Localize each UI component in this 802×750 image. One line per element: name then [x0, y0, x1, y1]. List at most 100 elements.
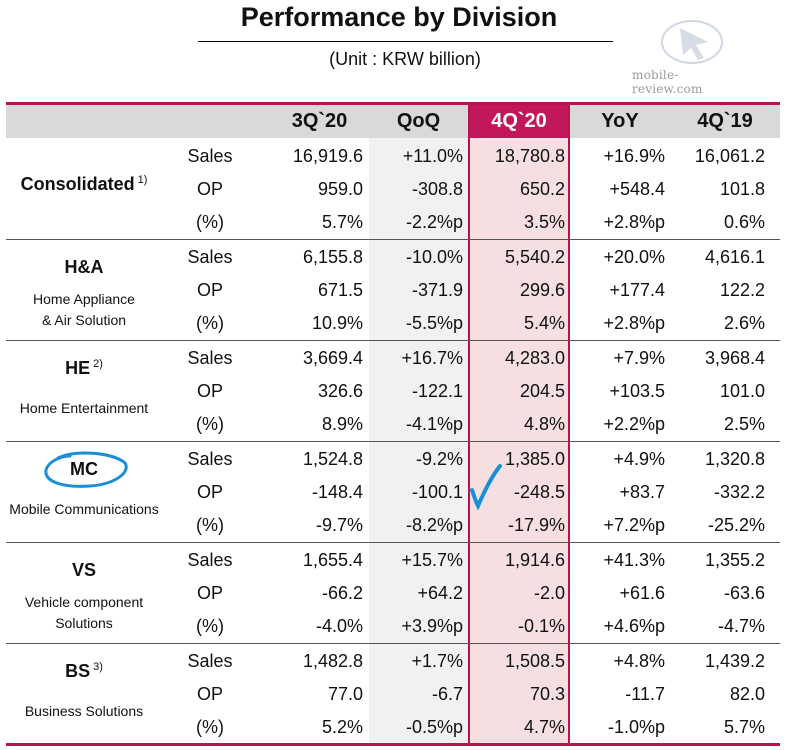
table-cell: -6.7 — [431, 684, 463, 704]
unit-label: (Unit : KRW billion) — [329, 49, 481, 69]
table-cell: 16,061.2 — [694, 146, 765, 166]
table-cell: -122.1 — [411, 381, 463, 401]
division-name-text: Consolidated — [20, 174, 135, 194]
table-cell: -100.1 — [411, 482, 463, 502]
table-cell: 1,914.6 — [504, 550, 565, 570]
table-cell: 299.6 — [519, 280, 565, 300]
division-description: Solutions — [55, 615, 113, 631]
table-cell: -2.0 — [533, 583, 565, 603]
division-name: HE 2) — [6, 358, 162, 379]
header-row — [6, 105, 780, 138]
table-cell: -4.0% — [315, 616, 363, 636]
table-cell: 1,320.8 — [704, 449, 765, 469]
table-cell: 1,482.8 — [302, 651, 363, 671]
table-cell: -9.7% — [315, 515, 363, 535]
table-cell: 1,508.5 — [504, 651, 565, 671]
metric-label: (%) — [196, 313, 224, 333]
table-cell: -332.2 — [713, 482, 765, 502]
table-cell: 6,155.8 — [302, 247, 363, 267]
table-cell: -1.0%p — [607, 717, 665, 737]
table-cell: -148.4 — [311, 482, 363, 502]
table-cell: 122.2 — [719, 280, 765, 300]
table-cell: 16,919.6 — [292, 146, 363, 166]
table-cell: +2.8%p — [603, 313, 665, 333]
table-cell: -0.5%p — [405, 717, 463, 737]
division-name: MC — [6, 459, 162, 480]
metric-label: (%) — [196, 212, 224, 232]
table-cell: 0.6% — [723, 212, 765, 232]
division-separator — [6, 441, 780, 442]
table-cell: -63.6 — [723, 583, 765, 603]
table-cell: -11.7 — [625, 684, 665, 704]
division-name-text: VS — [71, 560, 96, 580]
table-cell: +7.9% — [613, 348, 665, 368]
table-cell: +548.4 — [609, 179, 665, 199]
table-cell: 1,524.8 — [302, 449, 363, 469]
table-cell: +83.7 — [619, 482, 665, 502]
division-name-text: H&A — [64, 257, 104, 277]
hand-drawn-circle-annotation — [44, 451, 128, 488]
table-cell: +3.9%p — [401, 616, 463, 636]
table-cell: 3.5% — [523, 212, 565, 232]
table-cell: 671.5 — [317, 280, 363, 300]
division-name: BS 3) — [6, 661, 162, 682]
metric-label: OP — [196, 482, 223, 502]
table-cell: 82.0 — [729, 684, 765, 704]
table-cell: 204.5 — [519, 381, 565, 401]
division-description: Mobile Communications — [9, 501, 159, 517]
table-cell: 1,385.0 — [504, 449, 565, 469]
table-cell: -371.9 — [411, 280, 463, 300]
metric-label: OP — [196, 684, 223, 704]
table-cell: 4.8% — [523, 414, 565, 434]
table-cell: 5,540.2 — [504, 247, 565, 267]
table-cell: 2.5% — [723, 414, 765, 434]
col-header-qoq: QoQ — [396, 110, 441, 132]
table-cell: 959.0 — [317, 179, 363, 199]
metric-label: Sales — [187, 651, 233, 671]
highlight-header-4q20 — [470, 105, 568, 138]
table-cell: 70.3 — [529, 684, 565, 704]
table-cell: +41.3% — [603, 550, 665, 570]
table-cell: +16.7% — [401, 348, 463, 368]
col-header-4q20: 4Q`20 — [491, 110, 547, 132]
col-header-yoy: YoY — [601, 110, 639, 132]
division-name-text: HE — [65, 358, 91, 378]
metric-label: OP — [196, 280, 223, 300]
table-cell: 4,616.1 — [704, 247, 765, 267]
metric-label: Sales — [187, 550, 233, 570]
table-cell: 18,780.8 — [494, 146, 565, 166]
footnote-marker: 2) — [93, 358, 103, 370]
table-cell: 5.4% — [523, 313, 565, 333]
table-cell: 5.7% — [321, 212, 363, 232]
table-cell: 1,439.2 — [704, 651, 765, 671]
table-cell: 101.0 — [719, 381, 765, 401]
division-description: Home Entertainment — [19, 400, 149, 416]
table-cell: -5.5%p — [405, 313, 463, 333]
table-cell: -4.7% — [717, 616, 765, 636]
division-separator — [6, 542, 780, 543]
check-mark-annotation — [470, 464, 502, 510]
division-name: H&A — [6, 257, 162, 278]
division-description: Vehicle component — [24, 594, 144, 610]
table-cell: -17.9% — [507, 515, 565, 535]
watermark-text: mobile-review.com — [632, 68, 703, 96]
metric-label: OP — [196, 583, 223, 603]
title-underline — [198, 41, 613, 42]
division-separator — [6, 340, 780, 341]
table-cell: 4.7% — [523, 717, 565, 737]
table-cell: -25.2% — [707, 515, 765, 535]
table-cell: 8.9% — [321, 414, 363, 434]
table-cell: +4.8% — [613, 651, 665, 671]
division-name-text: MC — [70, 459, 98, 479]
table-cell: 326.6 — [317, 381, 363, 401]
table-cell: +103.5 — [609, 381, 665, 401]
division-separator — [6, 239, 780, 240]
table-cell: +2.8%p — [603, 212, 665, 232]
table-cell: 650.2 — [519, 179, 565, 199]
table-cell: +7.2%p — [603, 515, 665, 535]
table-cell: 1,355.2 — [704, 550, 765, 570]
table-cell: 3,968.4 — [704, 348, 765, 368]
metric-label: Sales — [187, 146, 233, 166]
division-description: & Air Solution — [41, 312, 127, 328]
division-separator — [6, 643, 780, 644]
